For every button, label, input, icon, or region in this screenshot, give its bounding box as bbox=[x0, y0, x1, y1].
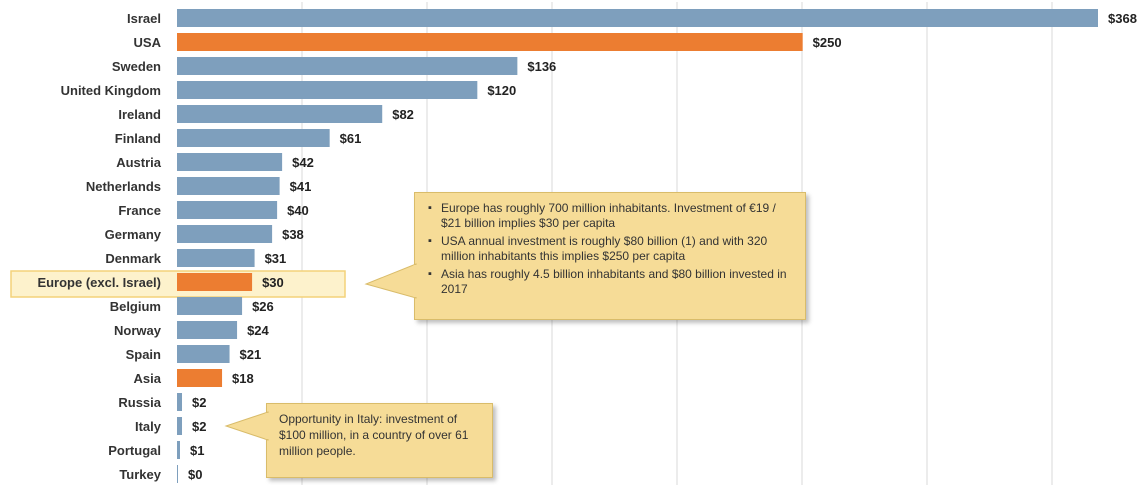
category-label: Belgium bbox=[110, 299, 161, 314]
category-label: Russia bbox=[118, 395, 161, 410]
bar-israel bbox=[177, 9, 1098, 27]
category-label: Portugal bbox=[108, 443, 161, 458]
value-label: $2 bbox=[192, 419, 206, 434]
value-label: $38 bbox=[282, 227, 304, 242]
italy-callout: Opportunity in Italy: investment of $100… bbox=[266, 403, 493, 478]
bar-ireland bbox=[177, 105, 383, 123]
bar-belgium bbox=[177, 297, 243, 315]
value-label: $61 bbox=[340, 131, 362, 146]
value-label: $136 bbox=[527, 59, 556, 74]
value-label: $21 bbox=[240, 347, 262, 362]
bar-asia bbox=[177, 369, 223, 387]
category-label: Austria bbox=[116, 155, 162, 170]
bar-sweden bbox=[177, 57, 518, 75]
category-label: Spain bbox=[126, 347, 161, 362]
bar-norway bbox=[177, 321, 238, 339]
bar-austria bbox=[177, 153, 283, 171]
bar-germany bbox=[177, 225, 273, 243]
category-label: Israel bbox=[127, 11, 161, 26]
category-label: Ireland bbox=[118, 107, 161, 122]
italy-callout-text: Opportunity in Italy: investment of $100… bbox=[279, 412, 469, 458]
bar-turkey bbox=[177, 465, 178, 483]
category-label: Finland bbox=[115, 131, 161, 146]
category-label: Germany bbox=[105, 227, 162, 242]
bar-spain bbox=[177, 345, 230, 363]
bar-denmark bbox=[177, 249, 255, 267]
category-label: France bbox=[118, 203, 161, 218]
bars bbox=[177, 9, 1098, 483]
value-label: $31 bbox=[265, 251, 287, 266]
callout-bullet: USA annual investment is roughly $80 bil… bbox=[428, 234, 795, 264]
value-label: $24 bbox=[247, 323, 269, 338]
bar-finland bbox=[177, 129, 330, 147]
value-label: $250 bbox=[813, 35, 842, 50]
bar-france bbox=[177, 201, 278, 219]
value-label: $1 bbox=[190, 443, 204, 458]
value-label: $0 bbox=[188, 467, 202, 482]
europe-callout-list: Europe has roughly 700 million inhabitan… bbox=[423, 201, 795, 297]
category-label: Europe (excl. Israel) bbox=[37, 275, 161, 290]
value-label: $368 bbox=[1108, 11, 1137, 26]
category-label: Norway bbox=[114, 323, 162, 338]
europe-callout: Europe has roughly 700 million inhabitan… bbox=[414, 192, 806, 320]
value-label: $41 bbox=[290, 179, 312, 194]
value-label: $30 bbox=[262, 275, 284, 290]
category-label: USA bbox=[134, 35, 162, 50]
europe-callout-pointer bbox=[364, 263, 417, 299]
category-label: Asia bbox=[134, 371, 162, 386]
value-label: $42 bbox=[292, 155, 314, 170]
value-label: $82 bbox=[392, 107, 414, 122]
category-label: United Kingdom bbox=[61, 83, 161, 98]
bar-portugal bbox=[177, 441, 180, 459]
value-label: $2 bbox=[192, 395, 206, 410]
italy-callout-pointer bbox=[224, 411, 269, 441]
category-label: Sweden bbox=[112, 59, 161, 74]
bar-usa bbox=[177, 33, 803, 51]
bar-russia bbox=[177, 393, 183, 411]
bar-europe-excl-israel bbox=[177, 273, 253, 291]
bar-italy bbox=[177, 417, 183, 435]
value-label: $18 bbox=[232, 371, 254, 386]
bar-united-kingdom bbox=[177, 81, 478, 99]
value-label: $26 bbox=[252, 299, 274, 314]
callout-bullet: Asia has roughly 4.5 billion inhabitants… bbox=[428, 267, 795, 297]
category-label: Italy bbox=[135, 419, 162, 434]
bar-netherlands bbox=[177, 177, 280, 195]
category-label: Netherlands bbox=[86, 179, 161, 194]
category-label: Turkey bbox=[119, 467, 161, 482]
value-label: $40 bbox=[287, 203, 309, 218]
callout-bullet: Europe has roughly 700 million inhabitan… bbox=[428, 201, 795, 231]
category-label: Denmark bbox=[105, 251, 161, 266]
value-label: $120 bbox=[487, 83, 516, 98]
category-labels: Israel USA Sweden United Kingdom Ireland Finl… bbox=[37, 11, 161, 482]
value-labels: $368 $250 $136 $120 $82 $61 $42 $41 $40 $38 $31 $30… bbox=[188, 11, 1137, 482]
